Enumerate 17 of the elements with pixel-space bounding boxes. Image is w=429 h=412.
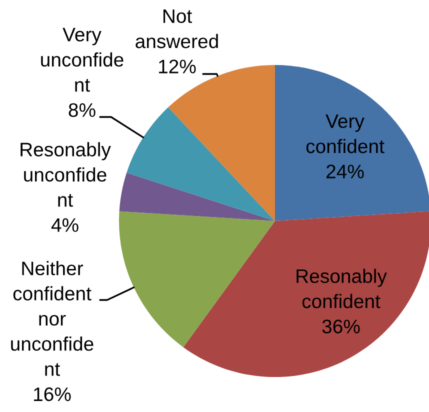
pie-slice [119, 172, 275, 221]
slice-label: Very unconfide nt [41, 28, 124, 92]
slice-label: Resonably confident [296, 268, 387, 308]
data-label: 12% [159, 60, 196, 74]
slice-label: Very confident [306, 114, 384, 154]
data-label: 4% [51, 218, 78, 232]
pie-slice [183, 211, 429, 377]
data-label: 16% [34, 387, 71, 402]
pie-slice [119, 211, 275, 348]
slice-label: Not answered [136, 9, 218, 48]
slice-label: Resonably unconfide nt [20, 142, 111, 207]
data-label: 8% [68, 103, 96, 117]
data-label: 36% [322, 320, 360, 334]
data-label: 24% [326, 164, 364, 178]
pie-slice [275, 65, 429, 221]
pie-slice [126, 107, 275, 221]
slice-label: Neither confident nor unconfide nt [11, 261, 94, 376]
